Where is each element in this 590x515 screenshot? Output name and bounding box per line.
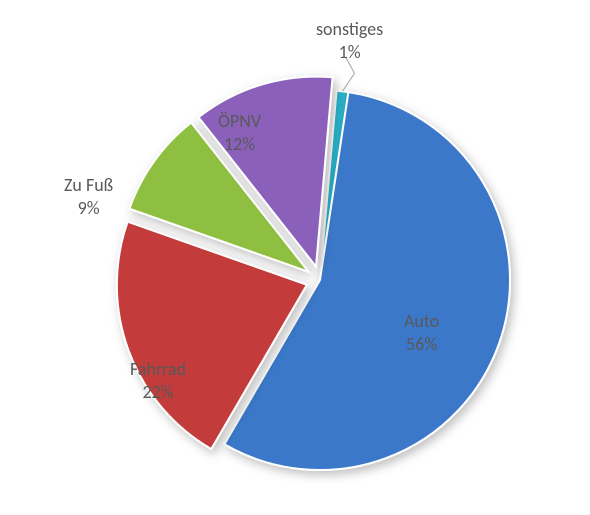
slice-label-name: Zu Fuß bbox=[64, 174, 113, 197]
slice-label-name: Auto bbox=[404, 310, 439, 333]
slice-label-pct: 22% bbox=[130, 381, 186, 404]
slice-label-pct: 9% bbox=[64, 197, 113, 220]
slice-label: ÖPNV12% bbox=[218, 110, 261, 155]
slice-label: Fahrrad22% bbox=[130, 358, 186, 403]
slice-label-name: sonstiges bbox=[316, 18, 383, 41]
slice-label-pct: 12% bbox=[218, 133, 261, 156]
slice-label-name: ÖPNV bbox=[218, 110, 261, 133]
slice-label: Zu Fuß9% bbox=[64, 174, 113, 219]
slice-label: sonstiges1% bbox=[316, 18, 383, 63]
slice-label: Auto56% bbox=[404, 310, 439, 355]
pie-svg bbox=[0, 0, 590, 515]
slice-label-pct: 56% bbox=[404, 333, 439, 356]
pie-chart: sonstiges1% Auto56% Fahrrad22% Zu Fuß9% ÖPNV… bbox=[0, 0, 590, 515]
slice-label-name: Fahrrad bbox=[130, 358, 186, 381]
slice-label-pct: 1% bbox=[316, 41, 383, 64]
